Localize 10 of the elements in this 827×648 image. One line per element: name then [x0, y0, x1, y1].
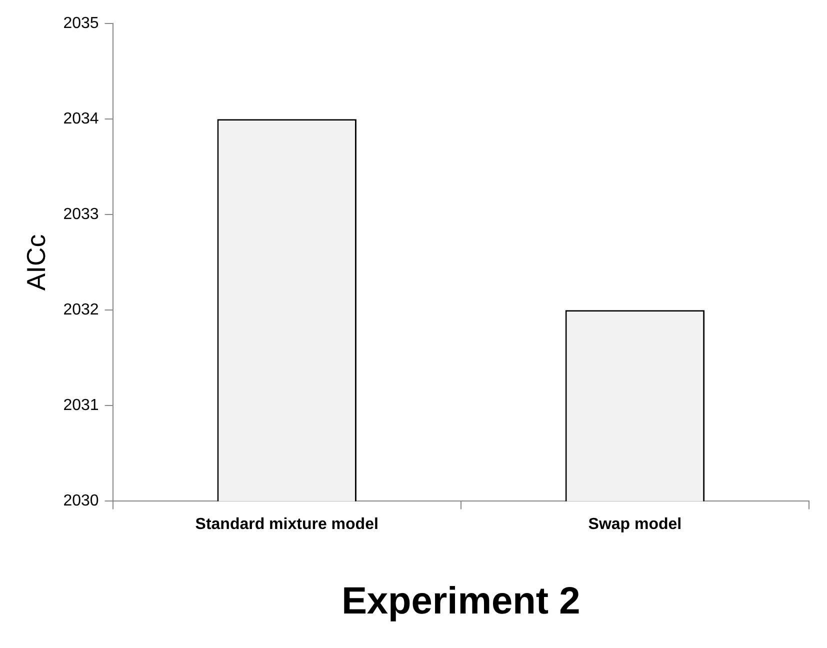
y-tick-label: 2035	[63, 15, 99, 32]
y-tick-label: 2030	[63, 492, 99, 510]
y-axis-title: AICc	[20, 234, 51, 291]
y-tick-label: 2033	[63, 206, 99, 224]
x-tick-label: Standard mixture model	[195, 516, 378, 534]
x-tick-label: Swap model	[588, 516, 682, 534]
y-tick-label: 2031	[63, 397, 99, 414]
y-tick-label: 2034	[63, 110, 99, 128]
y-tick-label: 2032	[63, 302, 99, 319]
x-axis-title: Experiment 2	[342, 580, 580, 623]
